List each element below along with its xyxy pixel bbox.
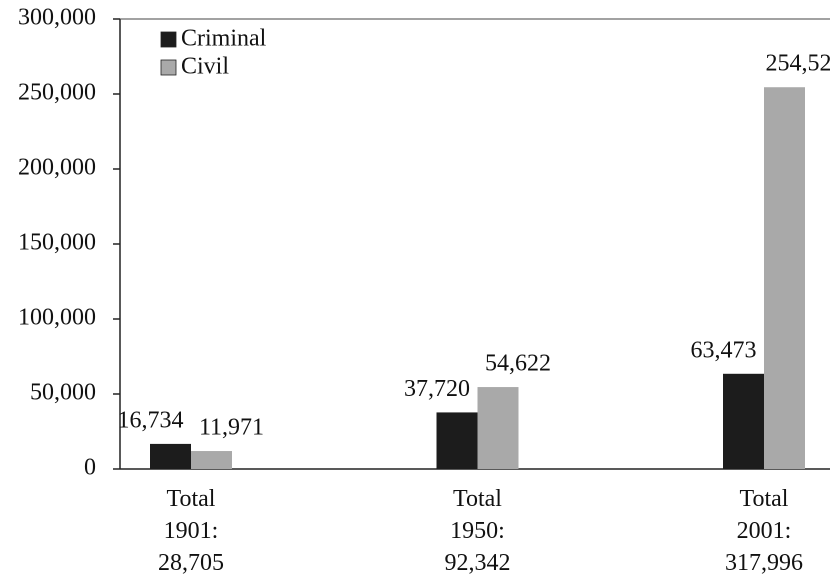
x-tick-label: Total 1950: 92,342 [445, 486, 511, 576]
bar [723, 373, 764, 469]
bar [764, 87, 805, 469]
y-tick-label: 0 [84, 455, 96, 481]
y-tick-label: 250,000 [18, 80, 96, 106]
y-tick-label: 200,000 [18, 155, 96, 181]
y-tick-label: 50,000 [30, 380, 96, 406]
x-tick-line: Total [453, 486, 502, 512]
value-label: 11,971 [199, 415, 264, 441]
value-label: 16,734 [118, 407, 184, 433]
bar [191, 451, 232, 469]
value-label: 63,473 [691, 337, 757, 363]
legend-label: Civil [181, 54, 229, 80]
x-tick-label: Total 1901: 28,705 [158, 486, 224, 576]
value-label: 254,523 [766, 51, 830, 77]
y-tick-label: 300,000 [18, 5, 96, 31]
x-tick-line: Total [740, 486, 789, 512]
legend-swatch [160, 31, 177, 48]
value-label: 54,622 [485, 351, 551, 377]
x-tick-line: 92,342 [445, 550, 511, 576]
y-tick-label: 100,000 [18, 305, 96, 331]
x-tick-label: Total 2001: 317,996 [725, 486, 803, 576]
x-tick-line: Total [167, 486, 216, 512]
value-label: 37,720 [404, 376, 470, 402]
legend-swatch [160, 59, 177, 76]
bar [477, 387, 519, 469]
x-tick-line: 2001: [737, 518, 792, 544]
x-tick-line: 28,705 [158, 550, 224, 576]
x-tick-line: 1950: [450, 518, 505, 544]
legend-label: Criminal [181, 26, 267, 52]
x-tick-line: 1901: [164, 518, 219, 544]
bar [436, 412, 478, 469]
bar [150, 443, 191, 469]
y-tick-label: 150,000 [18, 230, 96, 256]
x-tick-line: 317,996 [725, 550, 803, 576]
